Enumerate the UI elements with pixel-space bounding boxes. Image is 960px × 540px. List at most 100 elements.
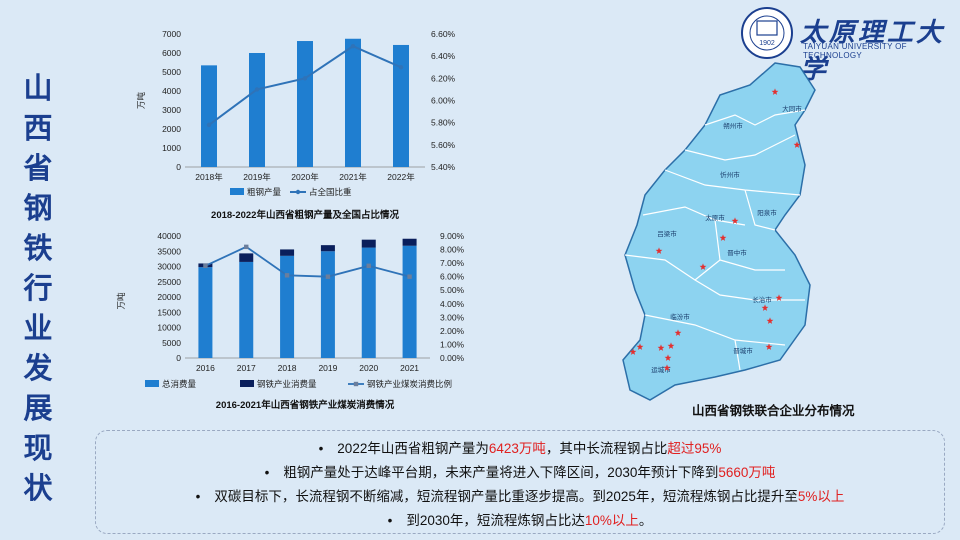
y-tick-label: 6000 — [162, 48, 181, 58]
enterprise-markers — [629, 88, 801, 371]
city-label-lvliang: 吕梁市 — [657, 229, 677, 238]
y-tick-label: 0 — [176, 353, 181, 363]
y-tick-label: 10000 — [157, 323, 181, 333]
x-tick-label: 2018 — [278, 363, 297, 373]
y2-tick-label: 6.60% — [431, 29, 456, 39]
coal-consumption-chart: 0 5000 10000 15000 20000 25000 30000 35000 40000… — [116, 231, 465, 389]
enterprise-star-icon — [657, 344, 665, 351]
bar-steel-consumption — [280, 249, 295, 256]
x-tick-label: 2022年 — [387, 172, 415, 182]
summary-bullet-2: • 粗钢产量处于达峰平台期，未来产量将进入下降区间，2030年预计下降到5660万… — [96, 461, 944, 481]
y-axis-unit: 万吨 — [136, 92, 146, 110]
bar-total-consumption — [239, 261, 254, 358]
y-tick-label: 3000 — [162, 105, 181, 115]
enterprise-star-icon — [719, 234, 727, 241]
summary-box: • 2022年山西省粗钢产量为6423万吨，其中长流程钢占比超过95% • 粗钢产量… — [95, 430, 945, 534]
bar-crude-steel — [345, 38, 361, 167]
y-tick-label: 35000 — [157, 246, 181, 256]
bullet-text: 2022年山西省粗钢产量为 — [337, 441, 489, 456]
y2-tick-label: 0.00% — [440, 353, 465, 363]
legend-label: 钢铁产业消费量 — [257, 379, 317, 389]
bar-steel-consumption — [402, 238, 417, 246]
x-tick-label: 2020 — [359, 363, 378, 373]
y2-tick-label: 5.00% — [440, 285, 465, 295]
legend-swatch-marker — [353, 381, 359, 387]
map-caption: 山西省钢铁联合企业分布情况 — [692, 404, 855, 418]
point-national-share — [350, 43, 356, 49]
point-steel-coal-ratio — [244, 244, 249, 250]
enterprise-star-icon — [699, 263, 707, 270]
y2-tick-label: 4.00% — [440, 299, 465, 309]
enterprise-star-icon — [667, 342, 675, 349]
x-tick-label: 2018年 — [195, 172, 223, 182]
legend-swatch-bar — [145, 380, 159, 387]
legend-swatch-bar-dark — [240, 380, 254, 387]
bullet-text: 双碳目标下，长流程钢不断缩减，短流程钢产量比重逐步提高。到2025年，短流程炼钢… — [214, 489, 798, 504]
city-label-yuncheng: 运城市 — [651, 365, 671, 374]
highlight-value: 5660万吨 — [718, 465, 776, 480]
enterprise-star-icon — [731, 217, 739, 224]
city-label-changzhi: 长治市 — [752, 295, 772, 304]
y-tick-label: 5000 — [162, 67, 181, 77]
bar-total-consumption — [320, 251, 335, 358]
y2-tick-label: 6.20% — [431, 73, 456, 83]
bar-total-consumption — [280, 255, 295, 358]
university-logo-english: TAIYUAN UNIVERSITY OF TECHNOLOGY — [803, 42, 907, 60]
point-steel-coal-ratio — [325, 274, 331, 279]
page-title: 山西省钢铁行业发展现状 — [23, 71, 53, 505]
legend-label: 占全国比重 — [309, 187, 352, 197]
summary-bullet-3: • 双碳目标下，长流程钢不断缩减，短流程钢产量比重逐步提高。到2025年，短流程炼… — [96, 485, 944, 505]
highlight-value: 超过95% — [667, 441, 722, 456]
bar-total-consumption — [402, 245, 417, 358]
x-tick-label: 2019 — [318, 363, 337, 373]
city-label-taiyuan: 太原市 — [705, 213, 725, 222]
y2-tick-label: 5.80% — [431, 118, 456, 128]
point-national-share — [254, 87, 260, 92]
map-city-labels: 大同市 朔州市 忻州市 太原市 阳泉市 吕梁市 晋中市 长治市 临汾市 晋城市 … — [651, 104, 802, 374]
legend-label: 钢铁产业煤炭消费比例 — [367, 379, 452, 389]
enterprise-star-icon — [674, 329, 682, 336]
enterprise-star-icon — [761, 304, 769, 311]
enterprise-star-icon — [771, 88, 779, 95]
y2-tick-label: 8.00% — [440, 245, 465, 255]
enterprise-star-icon — [793, 141, 801, 148]
x-tick-label: 2019年 — [243, 172, 271, 182]
bar-steel-consumption — [320, 245, 335, 252]
y2-tick-label: 1.00% — [440, 339, 465, 349]
bar-crude-steel — [249, 53, 265, 167]
city-label-datong: 大同市 — [782, 104, 802, 113]
point-steel-coal-ratio — [366, 263, 371, 269]
summary-bullet-1: • 2022年山西省粗钢产量为6423万吨，其中长流程钢占比超过95% — [96, 437, 944, 457]
bar-steel-consumption — [239, 253, 254, 262]
enterprise-star-icon — [664, 354, 672, 361]
legend-swatch-bar — [230, 188, 244, 195]
bar-crude-steel — [201, 65, 217, 167]
x-tick-label: 2021 — [400, 363, 419, 373]
highlight-value: 5%以上 — [797, 489, 845, 504]
chart1-title: 2018-2022年山西省粗钢产量及全国占比情况 — [211, 210, 399, 221]
y2-tick-label: 9.00% — [440, 231, 465, 241]
y-tick-label: 30000 — [157, 262, 181, 272]
legend-label: 粗钢产量 — [247, 187, 282, 197]
x-tick-label: 2016 — [196, 363, 215, 373]
y2-tick-label: 6.40% — [431, 51, 456, 61]
y-tick-label: 1000 — [162, 143, 181, 153]
x-tick-label: 2017 — [237, 363, 256, 373]
chart2-title: 2016-2021年山西省钢铁产业煤炭消费情况 — [215, 400, 395, 411]
enterprise-star-icon — [765, 343, 773, 350]
legend-swatch-marker — [295, 189, 301, 195]
city-label-linfen: 临汾市 — [670, 312, 690, 321]
y-tick-label: 7000 — [162, 29, 181, 39]
bar-crude-steel — [393, 44, 409, 167]
bullet-icon: • — [195, 489, 201, 504]
line-steel-coal-ratio — [205, 245, 410, 278]
y-tick-label: 20000 — [157, 292, 181, 302]
crude-steel-production-chart: 0 1000 2000 3000 4000 5000 6000 7000 5.40% 5.60% 5… — [136, 29, 456, 197]
y-tick-label: 4000 — [162, 86, 181, 96]
enterprise-star-icon — [655, 247, 663, 254]
y-tick-label: 25000 — [157, 277, 181, 287]
point-steel-coal-ratio — [284, 273, 290, 278]
shanxi-steel-enterprise-map: 大同市 朔州市 忻州市 太原市 阳泉市 吕梁市 晋中市 长治市 临汾市 晋城市 … — [622, 62, 816, 401]
highlight-value: 6423万吨 — [488, 441, 546, 456]
x-tick-label: 2021年 — [339, 172, 367, 182]
